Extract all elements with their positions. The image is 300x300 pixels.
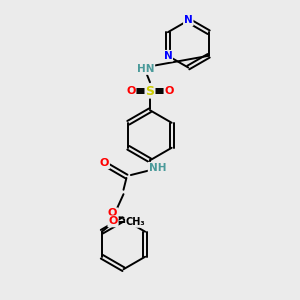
- Text: O: O: [164, 86, 174, 96]
- Text: S: S: [146, 85, 154, 98]
- Text: N: N: [164, 51, 172, 61]
- Text: CH₃: CH₃: [126, 217, 146, 227]
- Text: O: O: [100, 158, 109, 168]
- Text: O: O: [108, 216, 118, 226]
- Text: O: O: [108, 208, 117, 218]
- Text: N: N: [184, 15, 193, 26]
- Text: O: O: [126, 86, 136, 96]
- Text: HN: HN: [137, 64, 154, 74]
- Text: NH: NH: [148, 163, 166, 173]
